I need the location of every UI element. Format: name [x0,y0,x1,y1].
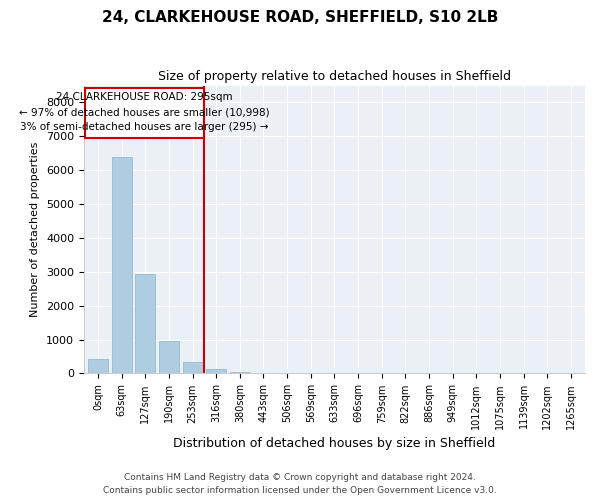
Text: 24 CLARKEHOUSE ROAD: 295sqm: 24 CLARKEHOUSE ROAD: 295sqm [56,92,233,102]
Bar [135,274,155,374]
X-axis label: Distribution of detached houses by size in Sheffield: Distribution of detached houses by size … [173,437,496,450]
Bar [85,88,205,138]
Text: Contains HM Land Registry data © Crown copyright and database right 2024.
Contai: Contains HM Land Registry data © Crown c… [103,474,497,495]
Bar [253,372,274,374]
Bar [230,372,250,374]
Bar [88,359,108,374]
Text: 3% of semi-detached houses are larger (295) →: 3% of semi-detached houses are larger (2… [20,122,269,132]
Bar [206,369,226,374]
Bar [159,341,179,374]
Bar [112,158,132,374]
Text: ← 97% of detached houses are smaller (10,998): ← 97% of detached houses are smaller (10… [19,107,270,117]
Y-axis label: Number of detached properties: Number of detached properties [31,142,40,317]
Text: 24, CLARKEHOUSE ROAD, SHEFFIELD, S10 2LB: 24, CLARKEHOUSE ROAD, SHEFFIELD, S10 2LB [102,10,498,25]
Bar [182,362,203,374]
Title: Size of property relative to detached houses in Sheffield: Size of property relative to detached ho… [158,70,511,83]
